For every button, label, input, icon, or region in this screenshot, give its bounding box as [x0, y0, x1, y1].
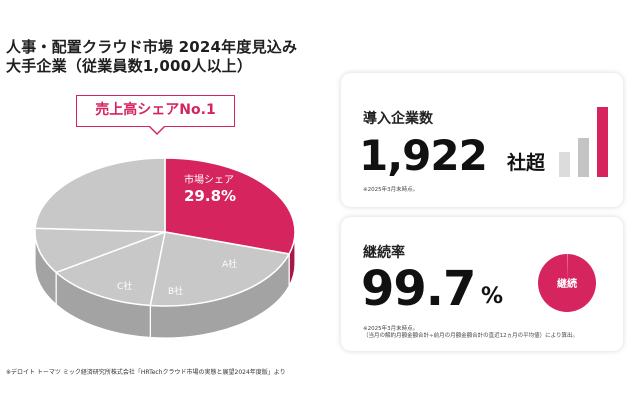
pie-slice-B社: [54, 230, 166, 307]
retention-number: 99.7: [361, 261, 476, 317]
retention-donut-label: 継続: [557, 277, 577, 290]
retention-unit: %: [481, 284, 504, 309]
pie-label-share-value: 29.8%: [184, 187, 236, 205]
chart-title: 人事・配置クラウド市場 2024年度見込み 大手企業（従業員数1,000人以上）: [6, 38, 297, 76]
pie-slice-その他: [34, 157, 166, 233]
companies-note: ※2025年3月末時点。: [363, 187, 419, 193]
companies-unit: 社超: [507, 152, 546, 174]
retention-note-1: ※2025年3月末時点。: [363, 326, 419, 332]
pie-label-share-name: 市場シェア: [184, 173, 234, 186]
pie-label-a: A社: [222, 258, 237, 270]
badge-pointer-inner: [150, 126, 164, 133]
pie-slice-market-share: [164, 157, 296, 255]
retention-card: 継続率 99.7 % ※2025年3月末時点。 （当月の解約月額金額合計÷前月の…: [341, 217, 623, 351]
companies-bar-2: [578, 138, 589, 177]
share-badge: 売上高シェアNo.1: [76, 95, 235, 127]
companies-bar-3: [597, 107, 608, 177]
retention-donut-rest: [567, 254, 568, 283]
title-line-2: 大手企業（従業員数1,000人以上）: [6, 57, 253, 75]
pie-slice-A社: [149, 231, 291, 307]
companies-card: 導入企業数 1,922 社超 ※2025年3月末時点。: [341, 73, 623, 207]
pie-slice-C社: [34, 227, 166, 274]
pie-label-c: C社: [117, 280, 132, 292]
title-line-1: 人事・配置クラウド市場 2024年度見込み: [6, 38, 298, 56]
retention-note-2: （当月の解約月額金額合計÷前月の月額金額合計の直近12ヵ月の平均値）により算出。: [363, 333, 578, 339]
retention-donut: 継続: [538, 254, 596, 312]
companies-bar-1: [559, 152, 570, 177]
retention-label: 継続率: [363, 245, 405, 261]
pie-label-b: B社: [168, 285, 183, 297]
companies-label: 導入企業数: [363, 111, 433, 127]
source-footnote: ※デロイト トーマツ ミック経済研究所株式会社「HRTechクラウド市場の実態と…: [6, 369, 286, 376]
companies-number: 1,922: [359, 131, 488, 180]
